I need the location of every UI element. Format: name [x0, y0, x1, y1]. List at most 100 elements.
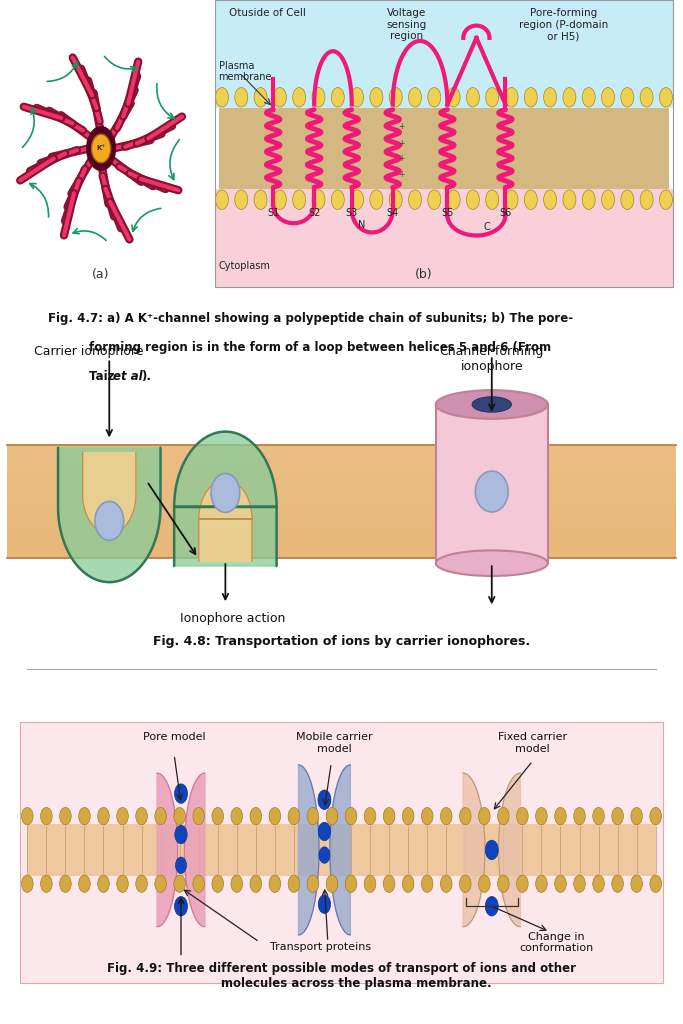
Circle shape [505, 88, 518, 106]
Bar [7, 516, 676, 530]
Text: N: N [358, 220, 365, 230]
Ellipse shape [436, 390, 548, 419]
Circle shape [563, 190, 576, 210]
Circle shape [479, 807, 490, 825]
Circle shape [544, 88, 557, 106]
Circle shape [544, 190, 557, 210]
Circle shape [497, 807, 509, 825]
Circle shape [428, 88, 441, 106]
Circle shape [312, 88, 325, 106]
Polygon shape [499, 773, 520, 927]
Circle shape [22, 807, 33, 825]
Circle shape [383, 807, 395, 825]
Circle shape [466, 88, 479, 106]
Text: ).: ). [141, 370, 151, 383]
Bar [7, 487, 676, 502]
Circle shape [216, 190, 228, 210]
Circle shape [136, 874, 148, 893]
Circle shape [447, 190, 460, 210]
Circle shape [402, 807, 414, 825]
Circle shape [212, 807, 223, 825]
Circle shape [621, 190, 634, 210]
Text: Pore model: Pore model [143, 732, 206, 742]
Circle shape [269, 874, 281, 893]
Text: Plasma
membrane: Plasma membrane [219, 60, 272, 83]
Circle shape [525, 190, 538, 210]
Text: Channel-forming
ionophore: Channel-forming ionophore [440, 345, 544, 373]
Polygon shape [199, 480, 252, 561]
Circle shape [175, 784, 187, 803]
Circle shape [640, 88, 653, 106]
Bar [7, 530, 676, 544]
Text: C: C [484, 222, 490, 232]
Text: S1: S1 [267, 208, 279, 218]
Polygon shape [330, 765, 350, 935]
Circle shape [447, 88, 460, 106]
Circle shape [86, 126, 116, 171]
Circle shape [350, 88, 363, 106]
Circle shape [497, 874, 509, 893]
Circle shape [175, 897, 187, 915]
Text: Fixed carrier
model: Fixed carrier model [498, 732, 568, 754]
Circle shape [485, 840, 499, 860]
Circle shape [516, 807, 528, 825]
Bar [7, 460, 676, 473]
Bar [219, 108, 669, 189]
Bar [20, 722, 663, 983]
Circle shape [460, 874, 471, 893]
Circle shape [466, 190, 479, 210]
Circle shape [174, 807, 186, 825]
Circle shape [421, 874, 433, 893]
Circle shape [155, 807, 167, 825]
Circle shape [59, 874, 71, 893]
Circle shape [345, 874, 357, 893]
Text: Fig. 4.7: a) A K⁺-channel showing a polypeptide chain of subunits; b) The pore-: Fig. 4.7: a) A K⁺-channel showing a poly… [48, 312, 573, 326]
Circle shape [486, 88, 499, 106]
Circle shape [640, 190, 653, 210]
Circle shape [421, 807, 433, 825]
Circle shape [117, 807, 128, 825]
Bar [7, 544, 676, 558]
Circle shape [535, 807, 547, 825]
Text: Fig. 4.9: Three different possible modes of transport of ions and other
       m: Fig. 4.9: Three different possible modes… [107, 963, 576, 990]
Text: Pore-forming
region (P-domain
or H5): Pore-forming region (P-domain or H5) [519, 8, 608, 41]
Circle shape [621, 88, 634, 106]
Circle shape [231, 874, 242, 893]
Circle shape [40, 807, 52, 825]
Circle shape [79, 807, 90, 825]
Polygon shape [83, 453, 136, 534]
Text: K⁺: K⁺ [96, 145, 106, 152]
Text: S5: S5 [441, 208, 454, 218]
Bar [215, 0, 673, 108]
Circle shape [650, 874, 661, 893]
Circle shape [408, 88, 421, 106]
Circle shape [602, 190, 615, 210]
Text: Taiz: Taiz [89, 370, 118, 383]
Circle shape [79, 874, 90, 893]
Polygon shape [58, 447, 161, 582]
Ellipse shape [436, 551, 548, 575]
Circle shape [574, 874, 585, 893]
Circle shape [659, 88, 672, 106]
Text: Ionophore action: Ionophore action [180, 611, 285, 625]
Text: S2: S2 [308, 208, 320, 218]
Circle shape [212, 874, 223, 893]
Text: +: + [398, 139, 404, 147]
Circle shape [389, 88, 402, 106]
Ellipse shape [472, 397, 512, 412]
Circle shape [98, 807, 109, 825]
Circle shape [216, 88, 228, 106]
Text: S6: S6 [499, 208, 512, 218]
Circle shape [612, 807, 624, 825]
Bar [215, 189, 673, 287]
Text: Cytoplasm: Cytoplasm [219, 261, 270, 271]
Circle shape [269, 807, 281, 825]
Circle shape [402, 874, 414, 893]
Circle shape [235, 190, 248, 210]
Circle shape [318, 895, 331, 913]
Polygon shape [184, 773, 205, 927]
Polygon shape [298, 765, 319, 935]
Circle shape [326, 807, 338, 825]
Text: forming region is in the form of a loop between helices 5 and 6 (From: forming region is in the form of a loop … [89, 341, 551, 354]
Circle shape [307, 874, 319, 893]
